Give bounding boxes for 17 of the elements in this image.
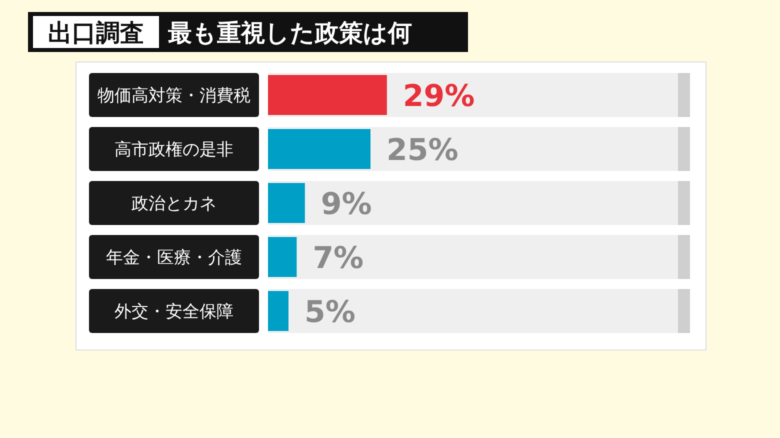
bar xyxy=(268,237,297,277)
data-label: 7% xyxy=(312,241,364,276)
y-tick-label: 高市政権の是非 xyxy=(114,140,234,160)
data-label: 9% xyxy=(320,187,372,222)
data-label: 29% xyxy=(402,79,475,114)
data-label: 25% xyxy=(386,133,458,168)
data-label: 5% xyxy=(304,295,356,330)
chart-subtitle: 最も重視した政策は何 xyxy=(167,19,412,47)
y-tick-label: 物価高対策・消費税 xyxy=(98,86,250,106)
bar xyxy=(268,129,370,169)
y-tick-label: 外交・安全保障 xyxy=(114,302,234,322)
bar xyxy=(268,291,288,331)
bar xyxy=(268,75,387,115)
chart-title: 出口調査 xyxy=(48,19,144,47)
y-tick-label: 政治とカネ xyxy=(132,194,216,214)
bar xyxy=(268,183,305,223)
y-tick-label: 年金・医療・介護 xyxy=(106,248,242,268)
